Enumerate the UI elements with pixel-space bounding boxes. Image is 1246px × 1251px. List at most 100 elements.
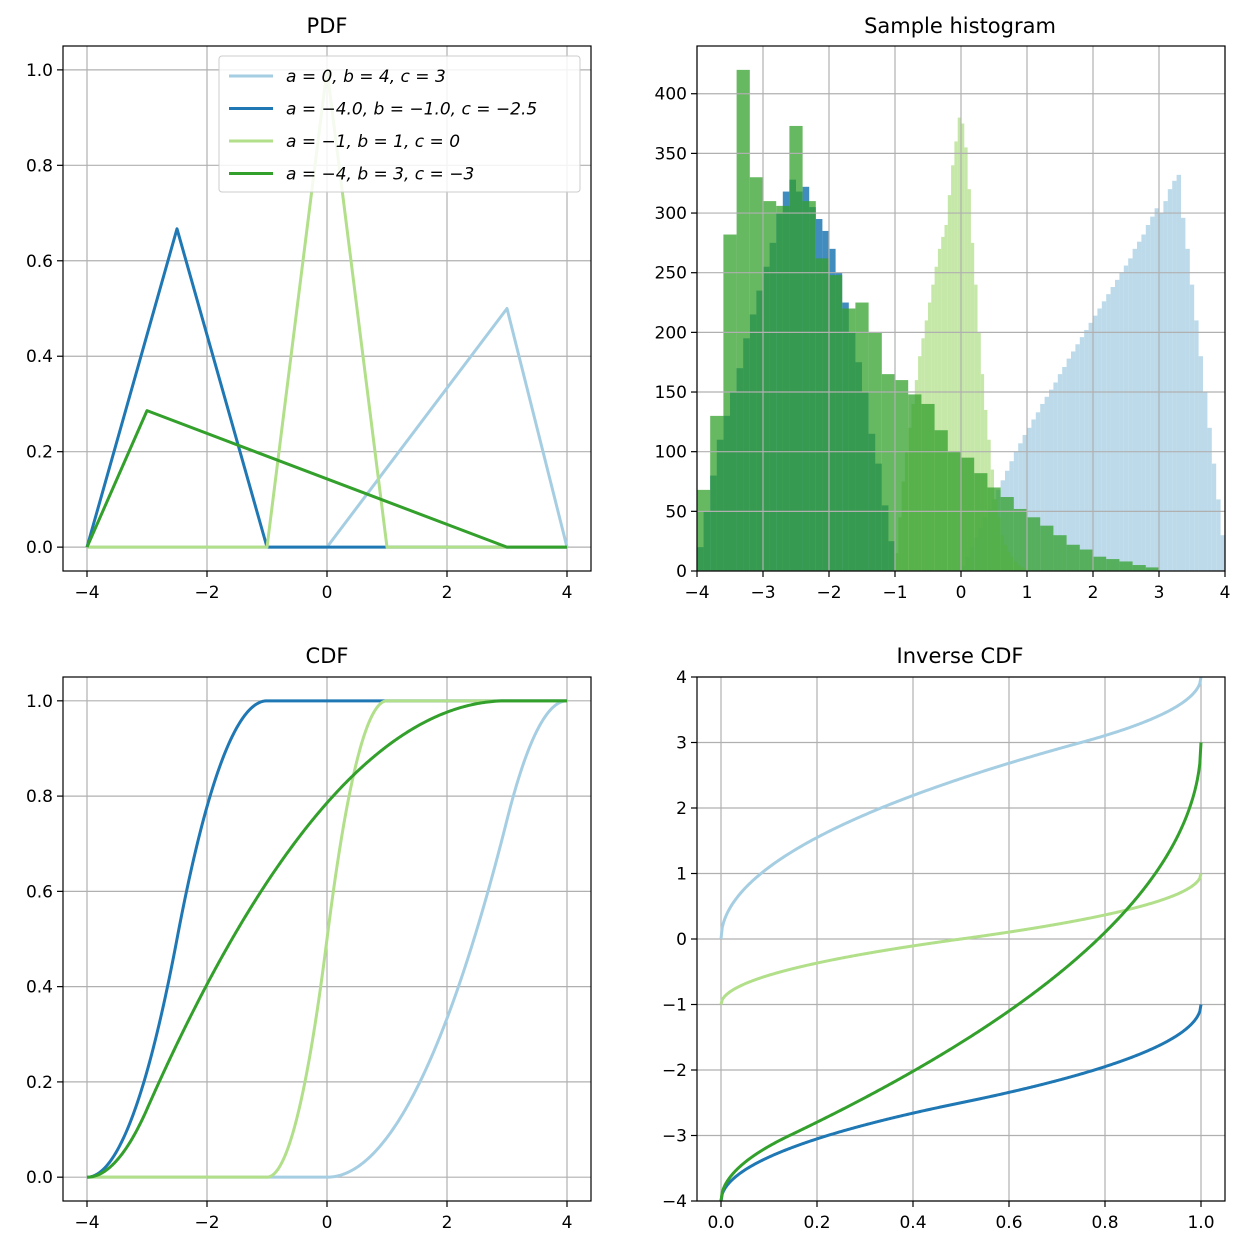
- pdf-ytick-label: 0.4: [26, 347, 53, 367]
- histogram-bar: [1216, 499, 1221, 571]
- inverse-cdf-xtick-label: 0.4: [899, 1213, 926, 1233]
- inverse-cdf-ytick-label: 1: [676, 865, 687, 885]
- histogram-bar: [980, 374, 985, 571]
- histogram-bar: [1194, 320, 1199, 571]
- histogram-bar: [1049, 389, 1054, 571]
- histogram-bar: [1198, 356, 1203, 571]
- histogram-xtick-label: −2: [816, 583, 841, 603]
- pdf-ytick-label: 1.0: [26, 61, 53, 81]
- pdf-title: PDF: [307, 14, 348, 38]
- cdf-ytick-label: 0.8: [26, 787, 53, 807]
- inverse-cdf-lines: [719, 676, 1203, 1202]
- cdf-lines: [86, 699, 568, 1179]
- histogram-bar: [1154, 208, 1159, 572]
- histogram-bar: [749, 177, 763, 571]
- histogram-bar: [1189, 284, 1195, 571]
- histogram-bar: [1075, 344, 1080, 571]
- histogram-bar: [1106, 294, 1111, 571]
- histogram-bar: [1119, 272, 1124, 571]
- cdf-ytick-label: 0.0: [26, 1168, 53, 1188]
- histogram-bar: [908, 394, 922, 571]
- cdf-title: CDF: [306, 644, 349, 668]
- histogram-bar: [921, 403, 935, 571]
- histogram-bar: [944, 224, 948, 571]
- inverse-cdf-ytick-label: 3: [676, 734, 687, 754]
- histogram-bar: [855, 302, 869, 571]
- histogram-bar: [987, 487, 1001, 571]
- histogram-ytick-label: 350: [655, 144, 687, 164]
- histogram-bar: [1203, 392, 1208, 571]
- legend-label: a = −4.0, b = −1.0, c = −2.5: [286, 100, 537, 120]
- histogram-bar: [934, 266, 938, 571]
- histogram-bar: [1119, 561, 1133, 571]
- histogram-bar: [970, 242, 975, 571]
- inverse-cdf-xtick-label: 0.0: [707, 1213, 734, 1233]
- pdf-xtick-label: 2: [442, 583, 453, 603]
- histogram-bar: [1022, 434, 1027, 571]
- histogram-bar: [957, 117, 961, 571]
- cdf-series-line-3: [86, 699, 568, 1179]
- histogram-bar: [1018, 443, 1023, 571]
- histogram-ytick-label: 400: [655, 85, 687, 105]
- histogram-bar: [1000, 497, 1014, 571]
- histogram-title: Sample histogram: [864, 14, 1056, 38]
- inverse-cdf-ytick-label: −3: [662, 1127, 687, 1147]
- pdf-series-line-3: [85, 409, 567, 549]
- histogram-bar: [1101, 301, 1107, 571]
- inverse-cdf-xtick-label: 0.6: [995, 1213, 1022, 1233]
- pdf-ytick-label: 0.0: [26, 538, 53, 558]
- cdf-ytick-label: 0.4: [26, 978, 53, 998]
- histogram-bar: [1066, 358, 1071, 571]
- histogram-bar: [815, 258, 829, 571]
- histogram-bar: [842, 308, 856, 571]
- pdf-xtick-label: 0: [322, 583, 333, 603]
- histogram-ytick-label: 200: [655, 323, 687, 343]
- histogram-bar: [1040, 525, 1054, 571]
- inverse-cdf-title: Inverse CDF: [897, 644, 1024, 668]
- pdf-ytick-label: 0.6: [26, 252, 53, 272]
- legend-label: a = −4, b = 3, c = −3: [286, 165, 474, 185]
- histogram-xtick-label: 0: [956, 583, 967, 603]
- cdf-ytick-label: 0.6: [26, 882, 53, 902]
- inverse-cdf-ytick-label: −4: [662, 1192, 687, 1212]
- histogram-bar: [1084, 329, 1089, 571]
- inverse-cdf-xtick-label: 1.0: [1187, 1213, 1214, 1233]
- inverse-cdf-xtick-label: 0.8: [1091, 1213, 1118, 1233]
- histogram-xtick-label: 3: [1154, 583, 1165, 603]
- histogram-xtick-label: −3: [750, 583, 775, 603]
- histogram-bar: [1031, 419, 1036, 571]
- histogram-bar: [961, 123, 965, 571]
- histogram-xtick-label: 4: [1220, 583, 1231, 603]
- inverse-cdf-series-line-1: [719, 1004, 1203, 1202]
- histogram-bar: [1079, 337, 1085, 571]
- histogram-bar: [967, 189, 971, 571]
- histogram-bar: [736, 69, 750, 571]
- histogram-bar: [1027, 517, 1041, 571]
- histogram-bar: [974, 284, 978, 571]
- histogram-bar: [1172, 180, 1177, 572]
- pdf-legend-box: [218, 55, 581, 193]
- cdf-xtick-label: 2: [442, 1213, 453, 1233]
- histogram-bar: [1145, 224, 1151, 571]
- histogram-bar: [954, 141, 958, 572]
- histogram-bar: [1176, 174, 1181, 571]
- histogram-bar: [934, 430, 948, 571]
- histogram-bar: [1211, 463, 1217, 571]
- histogram-xtick-label: −1: [882, 583, 907, 603]
- inverse-cdf-ytick-label: 0: [676, 930, 687, 950]
- cdf-xtick-label: −2: [194, 1213, 219, 1233]
- histogram-bar: [1093, 556, 1107, 571]
- histogram-bar: [1110, 287, 1115, 571]
- histogram-bar: [951, 165, 955, 571]
- cdf-ytick-label: 1.0: [26, 692, 53, 712]
- histogram-bar: [1066, 544, 1080, 571]
- histogram-ytick-label: 100: [655, 443, 687, 463]
- histogram-bar: [1167, 189, 1173, 571]
- histogram-bar: [1145, 567, 1159, 571]
- histogram-bar: [1013, 508, 1027, 571]
- histogram-bar: [1128, 258, 1133, 571]
- histogram-bar: [1207, 427, 1212, 571]
- histogram-ticks: −4 −3 −2 −1 0 1 2 3 4 0 50 100 150 200 250 300 350 400: [655, 85, 1231, 603]
- histogram-bar: [723, 234, 737, 572]
- histogram-bar: [974, 473, 988, 571]
